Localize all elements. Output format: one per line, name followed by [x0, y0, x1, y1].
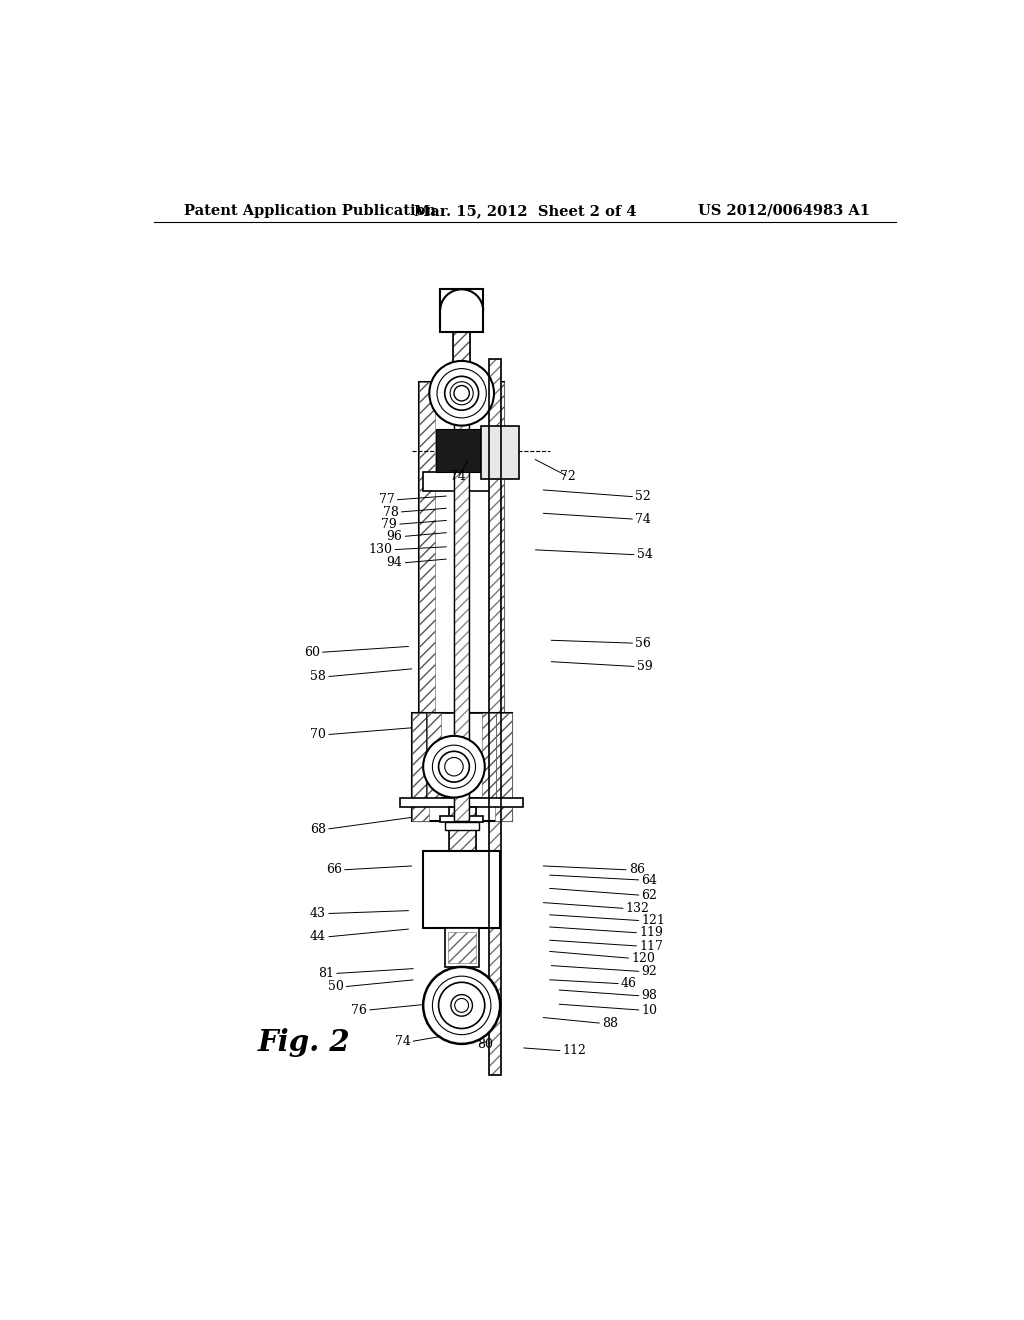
- Text: 52: 52: [635, 490, 651, 503]
- Text: 98: 98: [641, 990, 657, 1002]
- Bar: [495, 713, 512, 821]
- Text: 10: 10: [641, 1003, 657, 1016]
- Text: 74: 74: [394, 1035, 411, 1048]
- Bar: [488, 381, 504, 821]
- Ellipse shape: [454, 385, 469, 401]
- Bar: [423, 471, 500, 491]
- Bar: [453, 289, 471, 333]
- Text: 56: 56: [635, 636, 651, 649]
- Bar: [482, 713, 497, 797]
- Text: 46: 46: [621, 977, 637, 990]
- Bar: [454, 381, 469, 821]
- Ellipse shape: [438, 751, 469, 781]
- Text: 59: 59: [637, 660, 652, 673]
- Text: 88: 88: [602, 1016, 618, 1030]
- Text: 70: 70: [310, 729, 326, 742]
- Text: 119: 119: [639, 927, 663, 940]
- Ellipse shape: [438, 982, 484, 1028]
- Bar: [481, 425, 519, 479]
- Bar: [419, 381, 435, 821]
- Ellipse shape: [423, 737, 484, 797]
- Text: 121: 121: [641, 915, 666, 927]
- Bar: [412, 713, 429, 821]
- Bar: [427, 713, 441, 797]
- Text: 76: 76: [351, 1003, 367, 1016]
- Text: 81: 81: [318, 968, 334, 979]
- Bar: [444, 822, 478, 830]
- Text: 120: 120: [631, 952, 655, 965]
- Text: US 2012/0064983 A1: US 2012/0064983 A1: [697, 203, 869, 218]
- Text: 117: 117: [639, 940, 663, 953]
- Text: 112: 112: [562, 1044, 587, 1057]
- Ellipse shape: [444, 376, 478, 411]
- Text: 64: 64: [641, 874, 657, 887]
- Text: Patent Application Publication: Patent Application Publication: [184, 203, 436, 218]
- Bar: [454, 333, 470, 381]
- Text: 54: 54: [637, 548, 652, 561]
- Bar: [440, 816, 483, 822]
- Bar: [488, 359, 501, 1074]
- Text: 50: 50: [328, 981, 343, 993]
- Bar: [449, 807, 475, 928]
- Bar: [419, 381, 504, 821]
- Text: 92: 92: [641, 965, 657, 978]
- Ellipse shape: [423, 966, 500, 1044]
- Bar: [412, 713, 512, 821]
- Text: 43: 43: [310, 907, 326, 920]
- Text: 79: 79: [381, 517, 397, 531]
- Bar: [431, 381, 493, 388]
- Bar: [454, 333, 470, 381]
- Text: 68: 68: [310, 822, 326, 836]
- Bar: [488, 359, 501, 1074]
- Bar: [444, 928, 478, 966]
- Bar: [447, 932, 475, 964]
- Text: 58: 58: [310, 671, 326, 684]
- Text: 72: 72: [560, 470, 577, 483]
- Text: 96: 96: [387, 531, 402, 543]
- Text: 78: 78: [383, 506, 398, 519]
- Bar: [440, 289, 483, 333]
- Text: Mar. 15, 2012  Sheet 2 of 4: Mar. 15, 2012 Sheet 2 of 4: [414, 203, 636, 218]
- Bar: [427, 713, 497, 797]
- Text: 74: 74: [450, 470, 466, 483]
- Bar: [456, 293, 468, 329]
- Text: 80: 80: [477, 1039, 494, 1051]
- Ellipse shape: [451, 995, 472, 1016]
- Text: 60: 60: [304, 645, 319, 659]
- Text: 77: 77: [379, 494, 394, 507]
- Bar: [449, 807, 475, 928]
- Text: 66: 66: [326, 863, 342, 876]
- Ellipse shape: [429, 360, 494, 425]
- Text: 74: 74: [635, 512, 651, 525]
- Text: 130: 130: [369, 544, 392, 556]
- Bar: [454, 381, 469, 821]
- Text: 62: 62: [641, 888, 657, 902]
- Bar: [400, 797, 523, 807]
- Text: 132: 132: [626, 902, 649, 915]
- Ellipse shape: [455, 998, 469, 1012]
- Text: 86: 86: [629, 863, 645, 876]
- Bar: [436, 429, 487, 471]
- Text: Fig. 2: Fig. 2: [258, 1028, 350, 1057]
- Text: 44: 44: [310, 931, 326, 944]
- Bar: [423, 851, 500, 928]
- Text: 94: 94: [387, 557, 402, 569]
